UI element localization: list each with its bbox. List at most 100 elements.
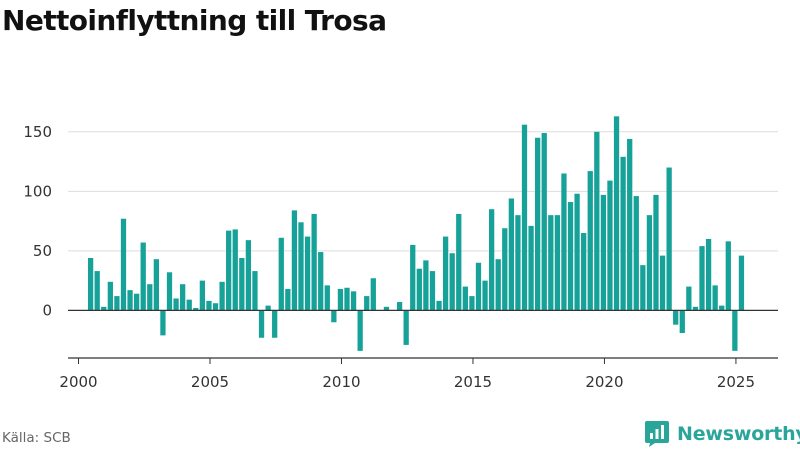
bar: [212, 303, 219, 311]
brand-name: Newsworthy: [677, 423, 800, 445]
bar: [410, 244, 416, 311]
bar: [548, 215, 554, 311]
y-tick-label: 100: [23, 182, 52, 200]
bar: [686, 286, 692, 311]
bar: [258, 310, 265, 338]
bar: [528, 225, 534, 311]
x-tick-label: 2005: [191, 373, 229, 391]
bars: [87, 116, 745, 351]
bar: [521, 124, 528, 311]
x-tick-label: 2000: [59, 373, 97, 391]
bar: [173, 298, 179, 311]
bar: [429, 271, 436, 311]
bar: [304, 236, 311, 311]
bar: [245, 240, 252, 311]
bar: [147, 284, 153, 311]
bar: [449, 253, 455, 311]
bar: [712, 285, 718, 311]
bar: [285, 288, 291, 311]
bar: [107, 281, 113, 311]
x-tick-label: 2010: [322, 373, 360, 391]
bar: [357, 310, 363, 351]
bar: [508, 198, 514, 311]
bar: [383, 306, 390, 311]
bar: [692, 306, 699, 311]
bar: [738, 255, 745, 311]
bar: [114, 296, 120, 311]
bar: [101, 306, 107, 311]
bar: [272, 310, 278, 338]
tick-labels: 0 50 100 150 2000 2005 2010 2015 2020 2025: [23, 123, 755, 391]
bar: [199, 280, 206, 311]
bar: [186, 299, 192, 311]
bar: [416, 268, 422, 311]
bar: [311, 213, 317, 311]
bar: [659, 255, 666, 311]
bar: [732, 310, 738, 351]
bar: [482, 280, 488, 311]
bar: [232, 229, 238, 311]
bar: [318, 252, 324, 311]
bar: [337, 288, 344, 311]
bar: [160, 310, 166, 336]
y-tick-label: 50: [33, 242, 52, 260]
bar: [705, 238, 712, 311]
x-tick-label: 2020: [585, 373, 623, 391]
bar: [607, 180, 613, 311]
brand-logo[interactable]: Newsworthy: [644, 420, 800, 448]
bar: [219, 281, 225, 311]
source-note: Källa: SCB: [2, 430, 71, 446]
bar: [166, 272, 173, 311]
bar: [226, 230, 232, 311]
bar: [403, 310, 409, 345]
bar: [94, 271, 100, 311]
bar: [87, 258, 94, 311]
bar: [600, 194, 607, 311]
bar: [620, 156, 626, 311]
bar: [502, 228, 508, 311]
bar: [364, 296, 370, 311]
chart-title: Nettoinflyttning till Trosa: [2, 4, 387, 37]
bar: [436, 300, 442, 311]
bar: [331, 310, 337, 323]
bar: [133, 293, 140, 311]
bar: [252, 271, 258, 311]
axes: [68, 309, 778, 364]
bar: [640, 265, 646, 311]
bar: [627, 138, 633, 311]
bar: [153, 259, 159, 311]
bar: [324, 285, 330, 311]
bar: [278, 237, 284, 311]
bar: [679, 310, 685, 333]
newsworthy-logo-icon: [645, 421, 669, 447]
bar: [594, 131, 600, 311]
bar: [725, 241, 731, 311]
bar: [370, 278, 376, 311]
bar: [515, 215, 521, 311]
bar: [193, 308, 199, 311]
bar: [140, 242, 146, 311]
bar: [127, 290, 133, 311]
bar: [456, 213, 462, 311]
gridlines: [68, 131, 778, 252]
bar: [666, 167, 672, 311]
bar: [350, 291, 357, 311]
bar: [613, 116, 620, 311]
bar: [442, 236, 449, 311]
bar: [581, 233, 587, 311]
y-tick-label: 150: [23, 123, 52, 141]
bar: [495, 259, 501, 311]
bar: [653, 194, 659, 311]
bar: [719, 305, 725, 311]
bar: [554, 215, 561, 311]
bar: [206, 300, 212, 311]
bar: [488, 209, 495, 311]
bar: [541, 133, 547, 311]
bar: [180, 284, 186, 311]
bar: [423, 260, 429, 311]
bar: [475, 262, 482, 311]
bar: [535, 137, 541, 311]
bar: [120, 218, 127, 311]
bar: [291, 210, 298, 311]
bar: [265, 305, 271, 311]
